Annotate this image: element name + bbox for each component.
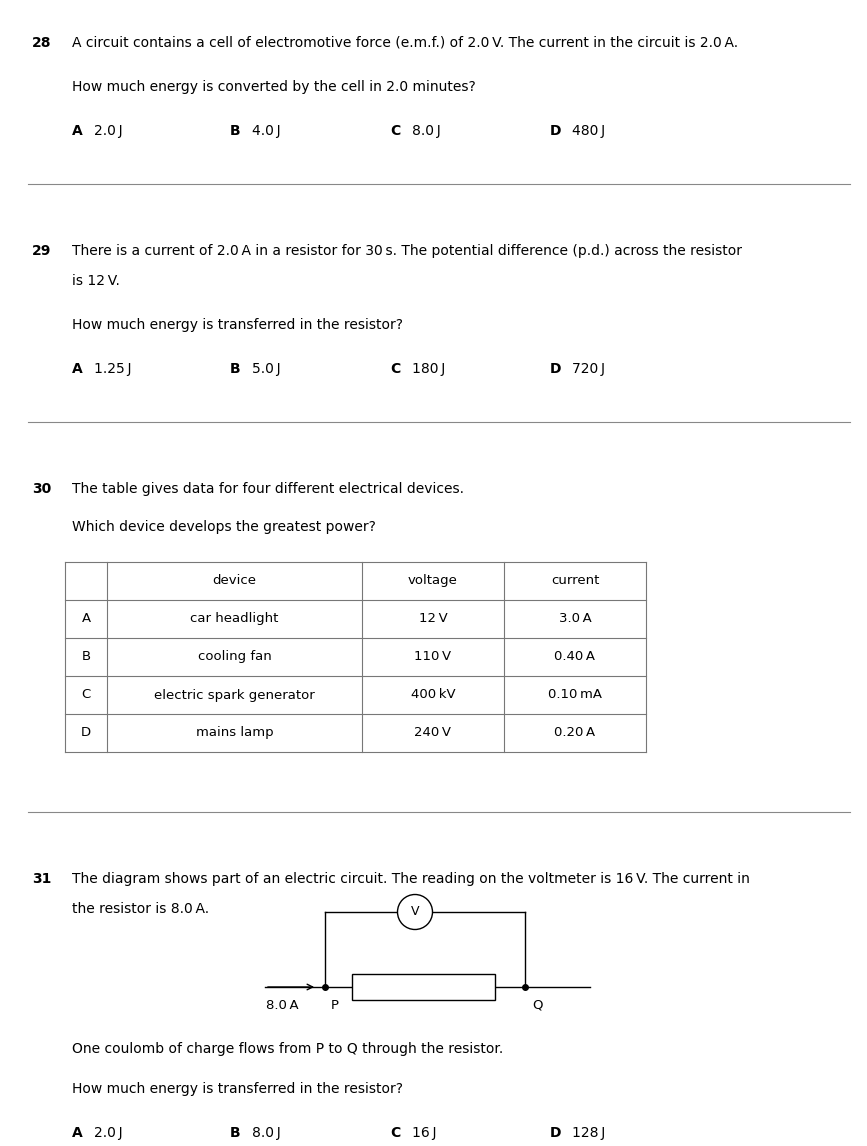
Text: 2.0 J: 2.0 J	[94, 124, 122, 138]
Text: There is a current of 2.0 A in a resistor for 30 s. The potential difference (p.: There is a current of 2.0 A in a resisto…	[72, 244, 742, 258]
Text: B: B	[230, 362, 241, 376]
Text: current: current	[551, 574, 599, 588]
Text: 29: 29	[32, 244, 51, 258]
Text: D: D	[550, 124, 562, 138]
Text: device: device	[212, 574, 257, 588]
Text: A circuit contains a cell of electromotive force (e.m.f.) of 2.0 V. The current : A circuit contains a cell of electromoti…	[72, 36, 738, 50]
Text: 480 J: 480 J	[572, 124, 605, 138]
Text: A: A	[72, 124, 82, 138]
Text: Which device develops the greatest power?: Which device develops the greatest power…	[72, 520, 376, 534]
Text: B: B	[81, 651, 90, 664]
Text: 3.0 A: 3.0 A	[558, 612, 591, 626]
Text: The diagram shows part of an electric circuit. The reading on the voltmeter is 1: The diagram shows part of an electric ci…	[72, 872, 750, 886]
Text: voltage: voltage	[408, 574, 458, 588]
Text: A: A	[72, 1127, 82, 1140]
Text: A: A	[72, 362, 82, 376]
Text: C: C	[81, 689, 91, 701]
Text: D: D	[550, 1127, 562, 1140]
Text: 720 J: 720 J	[572, 362, 605, 376]
Text: P: P	[331, 999, 339, 1012]
Text: D: D	[81, 727, 91, 739]
Text: 30: 30	[32, 482, 51, 496]
Text: mains lamp: mains lamp	[196, 727, 273, 739]
Text: the resistor is 8.0 A.: the resistor is 8.0 A.	[72, 902, 209, 916]
Text: 16 J: 16 J	[412, 1127, 436, 1140]
Text: How much energy is transferred in the resistor?: How much energy is transferred in the re…	[72, 1082, 403, 1096]
Text: 8.0 J: 8.0 J	[252, 1127, 281, 1140]
Text: 240 V: 240 V	[414, 727, 452, 739]
Text: 0.40 A: 0.40 A	[555, 651, 596, 664]
Text: C: C	[390, 1127, 401, 1140]
Text: is 12 V.: is 12 V.	[72, 274, 120, 288]
Text: B: B	[230, 1127, 241, 1140]
Bar	[352, 974, 495, 1000]
Text: cooling fan: cooling fan	[198, 651, 271, 664]
Text: 5.0 J: 5.0 J	[252, 362, 281, 376]
Text: 110 V: 110 V	[414, 651, 452, 664]
Text: 180 J: 180 J	[412, 362, 446, 376]
Text: 128 J: 128 J	[572, 1127, 605, 1140]
Text: 0.10 mA: 0.10 mA	[548, 689, 602, 701]
Circle shape	[397, 895, 433, 929]
Text: 400 kV: 400 kV	[411, 689, 455, 701]
Text: V: V	[411, 905, 420, 918]
Text: C: C	[390, 124, 401, 138]
Text: B: B	[230, 124, 241, 138]
Text: The table gives data for four different electrical devices.: The table gives data for four different …	[72, 482, 464, 496]
Text: 1.25 J: 1.25 J	[94, 362, 132, 376]
Text: 4.0 J: 4.0 J	[252, 124, 281, 138]
Text: One coulomb of charge flows from P to Q through the resistor.: One coulomb of charge flows from P to Q …	[72, 1042, 503, 1055]
Text: car headlight: car headlight	[191, 612, 278, 626]
Text: A: A	[81, 612, 90, 626]
Text: 8.0 J: 8.0 J	[412, 124, 440, 138]
Text: Q: Q	[532, 999, 543, 1012]
Text: 0.20 A: 0.20 A	[554, 727, 596, 739]
Text: How much energy is transferred in the resistor?: How much energy is transferred in the re…	[72, 317, 403, 332]
Text: How much energy is converted by the cell in 2.0 minutes?: How much energy is converted by the cell…	[72, 80, 476, 94]
Text: 2.0 J: 2.0 J	[94, 1127, 122, 1140]
Text: electric spark generator: electric spark generator	[154, 689, 315, 701]
Text: 8.0 A: 8.0 A	[266, 999, 298, 1012]
Text: 31: 31	[32, 872, 51, 886]
Text: 12 V: 12 V	[419, 612, 447, 626]
Text: D: D	[550, 362, 562, 376]
Text: 28: 28	[32, 36, 51, 50]
Text: C: C	[390, 362, 401, 376]
